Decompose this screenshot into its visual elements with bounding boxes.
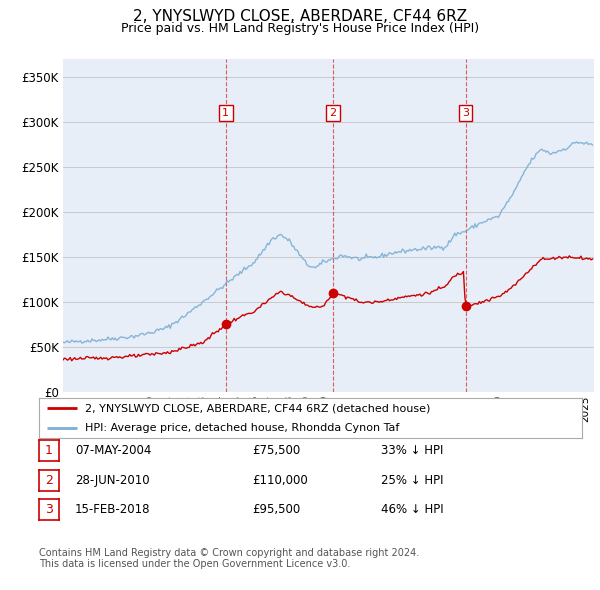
Text: 3: 3 <box>462 108 469 118</box>
Text: 2, YNYSLWYD CLOSE, ABERDARE, CF44 6RZ (detached house): 2, YNYSLWYD CLOSE, ABERDARE, CF44 6RZ (d… <box>85 404 431 414</box>
Text: This data is licensed under the Open Government Licence v3.0.: This data is licensed under the Open Gov… <box>39 559 350 569</box>
Text: 2: 2 <box>329 108 336 118</box>
Text: 1: 1 <box>222 108 229 118</box>
Text: Contains HM Land Registry data © Crown copyright and database right 2024.: Contains HM Land Registry data © Crown c… <box>39 548 419 558</box>
Text: 28-JUN-2010: 28-JUN-2010 <box>75 474 149 487</box>
Text: HPI: Average price, detached house, Rhondda Cynon Taf: HPI: Average price, detached house, Rhon… <box>85 423 400 432</box>
Text: 25% ↓ HPI: 25% ↓ HPI <box>381 474 443 487</box>
Text: 2: 2 <box>45 474 53 487</box>
Text: £110,000: £110,000 <box>252 474 308 487</box>
Text: 33% ↓ HPI: 33% ↓ HPI <box>381 444 443 457</box>
Text: 15-FEB-2018: 15-FEB-2018 <box>75 503 151 516</box>
Text: £75,500: £75,500 <box>252 444 300 457</box>
Text: 07-MAY-2004: 07-MAY-2004 <box>75 444 151 457</box>
Text: £95,500: £95,500 <box>252 503 300 516</box>
Text: 2, YNYSLWYD CLOSE, ABERDARE, CF44 6RZ: 2, YNYSLWYD CLOSE, ABERDARE, CF44 6RZ <box>133 9 467 24</box>
Text: 3: 3 <box>45 503 53 516</box>
Text: Price paid vs. HM Land Registry's House Price Index (HPI): Price paid vs. HM Land Registry's House … <box>121 22 479 35</box>
Text: 1: 1 <box>45 444 53 457</box>
Text: 46% ↓ HPI: 46% ↓ HPI <box>381 503 443 516</box>
